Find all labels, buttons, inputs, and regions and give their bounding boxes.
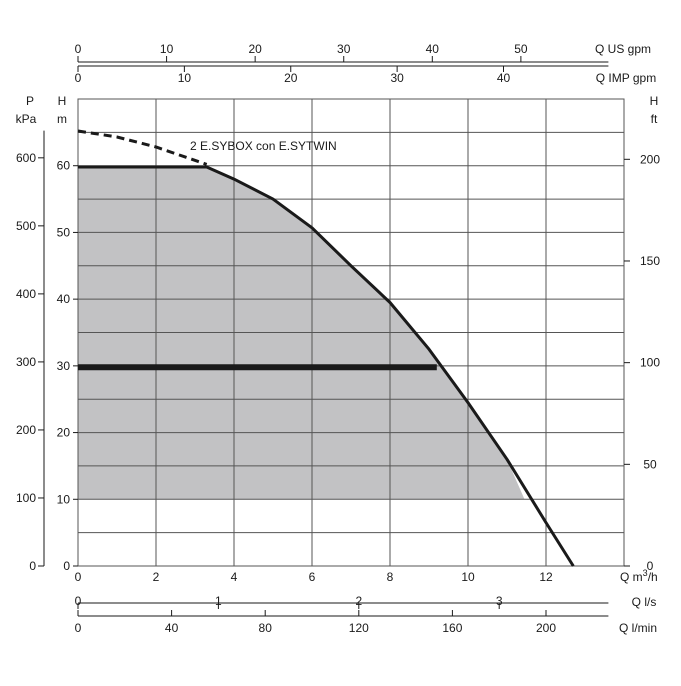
kpa-tick-label: 300 [16, 355, 36, 369]
x-m3h-tick-label: 0 [75, 570, 82, 584]
x-m3h-label: Q m3/h [620, 568, 658, 584]
ft-tick-label: 150 [640, 254, 660, 268]
kpa-tick-label: 100 [16, 491, 36, 505]
x-imp-tick-label: 0 [75, 71, 82, 85]
ft-tick-label: 0 [647, 559, 654, 573]
x-ls-tick-label: 0 [75, 594, 82, 608]
x-us-tick-label: 50 [514, 42, 528, 56]
x-ls-tick-label: 3 [496, 594, 503, 608]
ft-tick-label: 100 [640, 356, 660, 370]
x-ls-tick-label: 1 [215, 594, 222, 608]
x-imp-tick-label: 20 [284, 71, 298, 85]
x-imp-label: Q IMP gpm [596, 71, 656, 85]
annotation-label: 2 E.SYBOX con E.SYTWIN [190, 139, 337, 153]
x-imp-tick-label: 40 [497, 71, 511, 85]
kpa-tick-label: 400 [16, 287, 36, 301]
m-tick-label: 30 [57, 359, 71, 373]
kpa-tick-label: 500 [16, 219, 36, 233]
operating-area [78, 167, 525, 500]
m-tick-label: 20 [57, 426, 71, 440]
m-tick-label: 10 [57, 492, 71, 506]
y-kpa-label: P [26, 94, 34, 108]
x-lmin-tick-label: 80 [259, 621, 273, 635]
m-tick-label: 40 [57, 292, 71, 306]
y-m-unit-label: m [57, 112, 67, 126]
x-lmin-tick-label: 0 [75, 621, 82, 635]
x-m3h-tick-label: 12 [539, 570, 553, 584]
pump-performance-curve [78, 165, 575, 567]
max-pressure-dashed-curve [77, 129, 208, 166]
kpa-tick-label: 600 [16, 151, 36, 165]
kpa-tick-label: 0 [29, 559, 36, 573]
ft-tick-label: 200 [640, 152, 660, 166]
x-us-tick-label: 20 [248, 42, 262, 56]
m-tick-label: 0 [63, 559, 70, 573]
lines-layer [77, 129, 575, 567]
x-m3h-tick-label: 4 [231, 570, 238, 584]
x-ls-label: Q l/s [632, 595, 657, 609]
x-us-tick-label: 0 [75, 42, 82, 56]
text-layer: 2 E.SYBOX con E.SYTWIN 01002003004005006… [16, 42, 661, 635]
x-us-tick-label: 10 [160, 42, 174, 56]
x-ls-tick-label: 2 [355, 594, 362, 608]
y-kpa-unit-label: kPa [16, 112, 37, 126]
y-ft-label: H [650, 94, 659, 108]
x-us-label: Q US gpm [595, 42, 651, 56]
kpa-tick-label: 200 [16, 423, 36, 437]
y-m-label: H [58, 94, 67, 108]
x-m3h-tick-label: 2 [153, 570, 160, 584]
axes-layer [38, 56, 630, 617]
x-us-tick-label: 40 [426, 42, 440, 56]
x-lmin-tick-label: 120 [349, 621, 369, 635]
m-tick-label: 50 [57, 225, 71, 239]
x-m3h-tick-label: 8 [387, 570, 394, 584]
y-ft-unit-label: ft [651, 112, 658, 126]
m-tick-label: 60 [57, 159, 71, 173]
x-lmin-tick-label: 200 [536, 621, 556, 635]
area-layer [78, 167, 525, 500]
ft-tick-label: 50 [643, 457, 657, 471]
x-m3h-tick-label: 6 [309, 570, 316, 584]
x-us-tick-label: 30 [337, 42, 351, 56]
x-lmin-tick-label: 40 [165, 621, 179, 635]
x-imp-tick-label: 30 [390, 71, 404, 85]
plot-frame [77, 98, 625, 567]
x-imp-tick-label: 10 [178, 71, 192, 85]
x-lmin-label: Q l/min [619, 621, 657, 635]
x-lmin-tick-label: 160 [442, 621, 462, 635]
x-m3h-tick-label: 10 [461, 570, 475, 584]
